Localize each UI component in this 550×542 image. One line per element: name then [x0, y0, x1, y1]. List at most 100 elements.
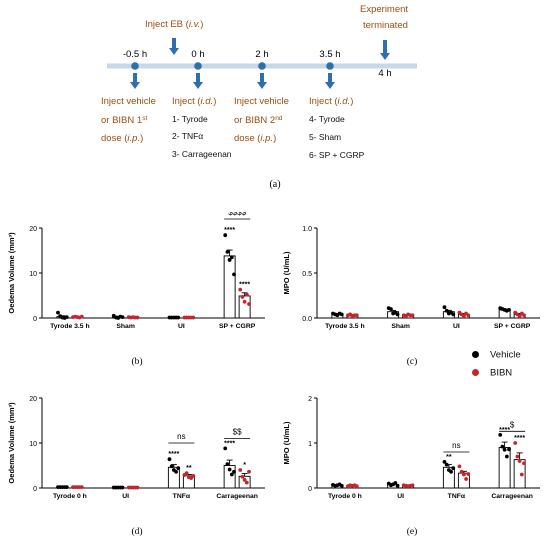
step-d-line4: 6- SP + CGRP: [309, 150, 365, 160]
y-tick-label: 0: [33, 316, 37, 323]
down-arrow-head-icon: [325, 82, 335, 89]
significance-label: **: [446, 454, 452, 461]
data-point-vehicle: [225, 462, 230, 467]
timepoint-label: 4 h: [378, 68, 391, 79]
timepoint-dot: [131, 62, 139, 70]
x-category-label: Tyrode 3.5 h: [50, 323, 90, 330]
data-point-vehicle: [167, 457, 172, 462]
data-point-bibn: [242, 299, 247, 304]
significance-label: ****: [224, 440, 235, 447]
data-point-bibn: [244, 480, 249, 485]
down-arrow-icon: [328, 73, 332, 83]
data-point-vehicle: [229, 472, 234, 477]
bar-vehicle: [498, 447, 511, 489]
timepoint-dot: [194, 62, 202, 70]
panel-label-a: (a): [269, 179, 280, 190]
step-c-line2: or BIBN 2nd: [234, 115, 283, 127]
data-point-vehicle: [174, 469, 178, 474]
data-point-bibn: [135, 485, 140, 490]
y-tick-label: 0.0: [302, 316, 312, 323]
data-point-bibn: [242, 478, 247, 482]
data-point-bibn: [517, 314, 522, 319]
legend-marker-bibn: [472, 369, 479, 377]
y-axis-label: Oedema Volume (mm³): [7, 232, 16, 314]
y-tick-label: 1.0: [302, 226, 312, 233]
x-category-label: TNFα: [173, 493, 191, 500]
top-label-inject-eb: Inject EB (i.v.): [145, 19, 203, 30]
bar-vehicle: [223, 255, 236, 319]
down-arrow-icon: [172, 38, 176, 49]
significance-label: ****: [499, 427, 510, 434]
data-point-vehicle: [56, 310, 60, 315]
mpo-chart-e: 0 1 2 MPO (U/mL) Tyrode 0 h UI TNFα ** Carrageen…: [282, 396, 540, 537]
data-point-vehicle: [120, 315, 125, 319]
data-point-vehicle: [339, 312, 344, 317]
mpo-chart-c: 0.0 0.5 1.0 MPO (U/mL) Tyrode 3.5 h Sham UI SP …: [282, 226, 540, 367]
data-point-bibn: [184, 471, 189, 476]
down-arrow-head-icon: [193, 82, 203, 89]
data-point-vehicle: [169, 464, 174, 469]
data-point-vehicle: [227, 467, 232, 472]
step-a-line1: Inject vehicle: [101, 96, 156, 107]
data-point-bibn: [238, 468, 243, 472]
data-point-bibn: [191, 315, 196, 320]
step-b-line2: 1- Tyrode: [172, 114, 208, 124]
step-a-line2: or BIBN 1st: [101, 115, 147, 127]
data-point-vehicle: [223, 446, 228, 451]
data-point-bibn: [522, 461, 526, 466]
data-point-vehicle: [507, 447, 511, 452]
timepoint-dot: [258, 62, 266, 70]
x-category-label: SP + CGRP: [219, 323, 256, 330]
data-point-bibn: [522, 313, 526, 318]
down-arrow-icon: [383, 40, 387, 54]
data-point-vehicle: [339, 483, 344, 488]
data-point-vehicle: [389, 307, 393, 311]
legend-label-bibn: BIBN: [490, 367, 513, 379]
data-point-bibn: [466, 472, 471, 476]
down-arrow-head-icon: [257, 82, 267, 89]
y-tick-label: 20: [29, 396, 37, 403]
y-tick-label: 10: [29, 441, 37, 448]
data-point-bibn: [240, 474, 245, 479]
data-point-vehicle: [502, 447, 507, 452]
data-point-vehicle: [227, 258, 232, 262]
data-point-vehicle: [393, 481, 398, 485]
data-point-vehicle: [395, 312, 400, 317]
down-arrow-head-icon: [169, 48, 179, 55]
data-point-bibn: [459, 469, 464, 474]
data-point-bibn: [354, 484, 359, 489]
legend-item-bibn: BIBN: [472, 364, 512, 380]
comparison-label: $: [510, 420, 515, 429]
x-category-label: SP + CGRP: [494, 323, 531, 330]
panel-label: (b): [131, 356, 142, 367]
oedema-volume-chart-b: 0 10 20 Oedema Volume (mm³) Tyrode 3.5 h Sham…: [7, 212, 265, 367]
down-arrow-icon: [260, 73, 264, 83]
data-point-bibn: [240, 294, 245, 299]
data-point-bibn: [517, 459, 522, 463]
down-arrow-head-icon: [380, 53, 390, 60]
data-point-vehicle: [232, 469, 236, 474]
data-point-vehicle: [395, 483, 400, 488]
step-b-line1: Inject (i.d.): [172, 96, 216, 107]
data-point-vehicle: [64, 485, 69, 489]
y-axis-label: MPO (U/mL): [282, 251, 291, 294]
panel-label: (c): [407, 356, 418, 367]
data-point-bibn: [410, 313, 415, 318]
step-d-line1: Inject (i.d.): [309, 96, 353, 107]
data-point-bibn: [457, 464, 462, 469]
oedema-volume-chart-d: 0 10 20 Oedema Volume (mm³) Tyrode 0 h UI TNFα…: [7, 396, 265, 537]
x-category-label: Carrageenan: [491, 493, 533, 500]
legend: Vehicle BIBN: [472, 346, 550, 390]
data-point-bibn: [515, 454, 520, 459]
data-point-vehicle: [223, 233, 228, 238]
significance-label: *: [243, 462, 246, 469]
significance-label: ****: [224, 227, 235, 234]
significance-label: ****: [514, 435, 525, 442]
data-point-vehicle: [444, 308, 449, 313]
data-point-vehicle: [451, 466, 456, 471]
data-point-vehicle: [498, 433, 503, 437]
down-arrow-icon: [196, 73, 200, 83]
data-point-bibn: [410, 483, 415, 488]
data-point-bibn: [238, 287, 243, 292]
y-tick-label: 0: [308, 486, 312, 493]
